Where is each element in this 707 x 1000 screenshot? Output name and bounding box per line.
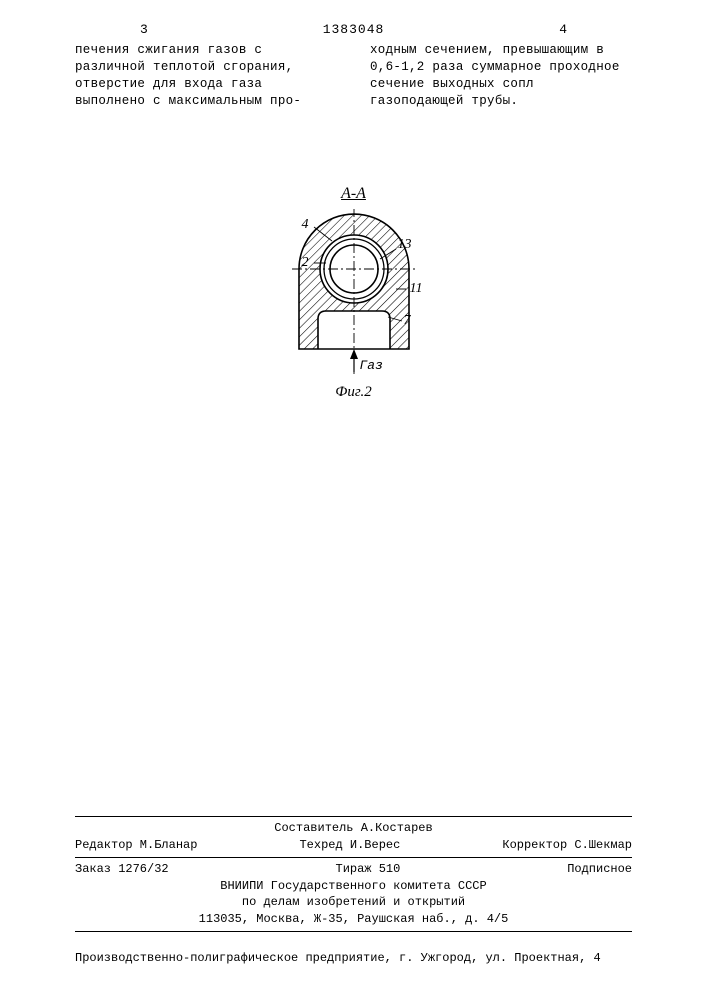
- org-line-1: ВНИИПИ Государственного комитета СССР: [75, 878, 632, 895]
- footer-block: Составитель А.Костарев Редактор М.Бланар…: [75, 813, 632, 935]
- tech: Техред И.Верес: [299, 837, 400, 854]
- ref-4: 4: [302, 217, 309, 233]
- subscription: Подписное: [567, 861, 632, 878]
- ref-7: 7: [404, 313, 411, 329]
- circulation: Тираж 510: [336, 861, 401, 878]
- printer-line: Производственно-полиграфическое предприя…: [75, 951, 632, 965]
- compiler-line: Составитель А.Костарев: [75, 820, 632, 837]
- section-label: А-А: [274, 185, 434, 203]
- gas-label: Газ: [360, 358, 383, 373]
- org-line-2: по делам изобретений и открытий: [75, 894, 632, 911]
- text-column-right: ходным сечением, превышающим в 0,6-1,2 р…: [370, 42, 635, 110]
- ref-2: 2: [302, 255, 309, 271]
- org-address: 113035, Москва, Ж-35, Раушская наб., д. …: [75, 911, 632, 928]
- patent-number: 1383048: [323, 22, 385, 37]
- text-column-left: печения сжигания газов с различной тепло…: [75, 42, 340, 110]
- figure-2: А-А: [274, 185, 434, 401]
- page-number-left: 3: [140, 22, 148, 37]
- ref-13: 13: [398, 237, 412, 253]
- editor: Редактор М.Бланар: [75, 837, 197, 854]
- ref-11: 11: [410, 281, 423, 297]
- figure-caption: Фиг.2: [274, 384, 434, 401]
- corrector: Корректор С.Шекмар: [502, 837, 632, 854]
- page-number-right: 4: [559, 22, 567, 37]
- order-number: Заказ 1276/32: [75, 861, 169, 878]
